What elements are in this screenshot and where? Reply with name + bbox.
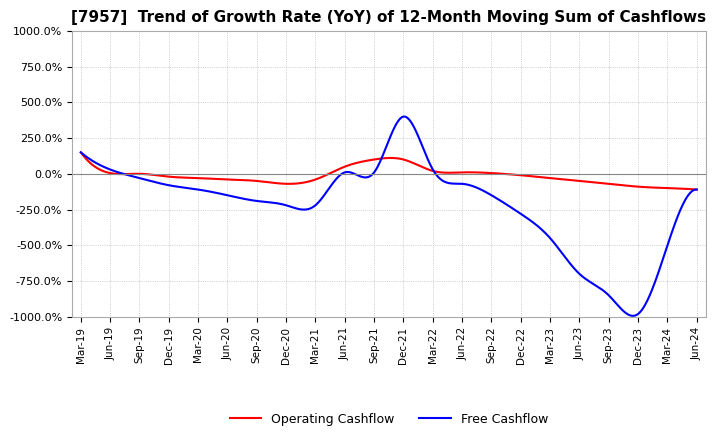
Operating Cashflow xyxy=(469,170,477,175)
Free Cashflow xyxy=(114,170,123,175)
Free Cashflow xyxy=(544,234,553,239)
Free Cashflow xyxy=(76,150,85,155)
Operating Cashflow xyxy=(434,169,443,175)
Legend: Operating Cashflow, Free Cashflow: Operating Cashflow, Free Cashflow xyxy=(225,408,553,431)
Line: Free Cashflow: Free Cashflow xyxy=(81,117,697,316)
Free Cashflow xyxy=(469,184,478,189)
Operating Cashflow xyxy=(76,150,85,155)
Free Cashflow xyxy=(693,187,701,192)
Free Cashflow xyxy=(608,296,616,301)
Operating Cashflow xyxy=(544,175,552,180)
Line: Operating Cashflow: Operating Cashflow xyxy=(81,152,697,190)
Operating Cashflow xyxy=(114,172,123,177)
Free Cashflow xyxy=(451,181,460,186)
Free Cashflow xyxy=(435,176,444,181)
Operating Cashflow xyxy=(451,170,459,175)
Operating Cashflow xyxy=(607,181,616,187)
Title: [7957]  Trend of Growth Rate (YoY) of 12-Month Moving Sum of Cashflows: [7957] Trend of Growth Rate (YoY) of 12-… xyxy=(71,11,706,26)
Free Cashflow xyxy=(400,114,408,119)
Operating Cashflow xyxy=(693,187,701,192)
Free Cashflow xyxy=(629,313,637,319)
